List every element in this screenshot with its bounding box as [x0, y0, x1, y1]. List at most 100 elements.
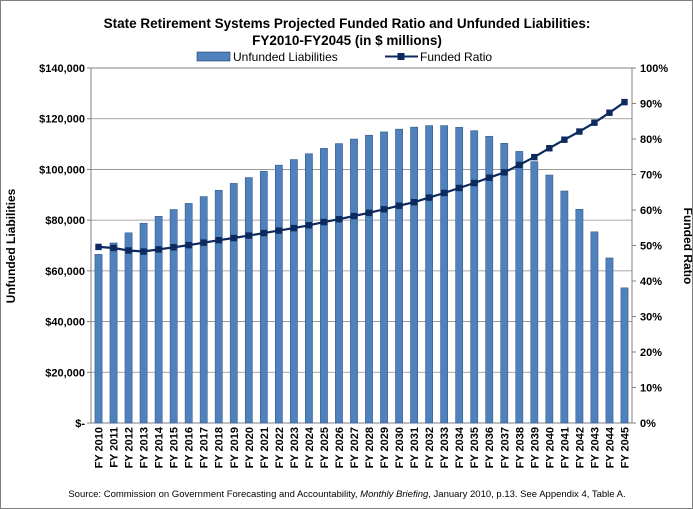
bar [485, 135, 494, 424]
x-tick-label: FY 2011 [109, 427, 121, 468]
x-tick-label: FY 2043 [589, 427, 601, 468]
right-axis-ticks: 0% 10% 20% 30% 40% 50% 60% 70% 80% 90% 100% [632, 63, 668, 430]
bar [395, 128, 403, 424]
right-tick-label: 20% [640, 347, 662, 359]
right-tick-label: 70% [640, 170, 662, 182]
line-point [546, 145, 553, 152]
line-point [410, 198, 418, 206]
source-note: Source: Commission on Government Forecas… [68, 489, 625, 500]
left-tick-label: $40,000 [45, 317, 85, 329]
x-tick-label: FY 2015 [169, 427, 181, 468]
x-tick-label: FY 2038 [514, 427, 526, 468]
bar [350, 138, 358, 424]
bar-series [94, 125, 629, 424]
left-axis-title: Unfunded Liabilities [4, 188, 18, 303]
x-tick-label: FY 2037 [499, 427, 511, 468]
bar [169, 209, 178, 424]
line-point [561, 136, 568, 143]
line-point [125, 247, 132, 254]
x-tick-label: FY 2013 [139, 427, 151, 468]
bar [380, 131, 388, 424]
right-axis-title: Funded Ratio [681, 208, 692, 285]
x-tick-label: FY 2027 [349, 427, 361, 468]
x-tick-label: FY 2016 [184, 427, 196, 468]
line-point [516, 161, 523, 169]
line-point [395, 202, 403, 209]
bar [560, 190, 569, 424]
left-tick-label: $20,000 [45, 367, 85, 379]
bar [290, 159, 298, 424]
bar [530, 161, 539, 424]
gridlines [91, 118, 632, 373]
x-tick-label: FY 2012 [124, 427, 136, 468]
left-tick-label: $60,000 [45, 266, 85, 278]
bar [214, 189, 223, 424]
bar [305, 153, 313, 424]
line-point [230, 234, 237, 242]
line-point [531, 153, 538, 161]
bar [184, 203, 193, 424]
chart-title-line2: FY2010-FY2045 (in $ millions) [252, 33, 442, 48]
legend-bar-swatch [196, 51, 231, 62]
bar [545, 174, 554, 424]
bar [605, 257, 614, 424]
line-point [335, 216, 343, 223]
line-point [440, 189, 448, 197]
x-tick-label: FY 2042 [574, 427, 586, 468]
x-tick-label: FY 2010 [94, 427, 106, 468]
line-point [365, 209, 373, 217]
left-tick-label: $120,000 [39, 114, 85, 126]
x-tick-label: FY 2028 [364, 427, 376, 468]
x-tick-label: FY 2025 [319, 427, 331, 468]
bar [139, 222, 148, 424]
source-publication: Monthly Briefing [360, 489, 429, 500]
x-tick-label: FY 2033 [439, 427, 451, 468]
x-tick-label: FY 2039 [529, 427, 541, 468]
right-tick-label: 30% [640, 312, 662, 324]
line-point [380, 206, 388, 213]
x-tick-label: FY 2040 [544, 427, 556, 468]
bar [515, 151, 524, 424]
bar [335, 143, 343, 424]
line-point [215, 236, 222, 244]
legend-bar-label: Unfunded Liabilities [233, 50, 338, 64]
bar [470, 130, 479, 424]
x-tick-label: FY 2036 [484, 427, 496, 468]
bar [410, 126, 418, 424]
bar [320, 148, 328, 424]
bar [199, 196, 208, 424]
x-tick-label: FY 2024 [304, 426, 316, 468]
source-suffix: , January 2010, p.13. See Appendix 4, Ta… [428, 489, 625, 500]
right-tick-label: 60% [640, 205, 662, 217]
bar [620, 287, 629, 424]
x-tick-label: FY 2022 [274, 427, 286, 468]
bar [365, 134, 373, 424]
right-tick-label: 40% [640, 276, 662, 288]
line-point [170, 244, 177, 251]
bar [274, 164, 283, 424]
x-tick-label: FY 2018 [214, 427, 226, 468]
line-point [576, 128, 583, 135]
line-point [606, 109, 613, 116]
right-tick-label: 50% [640, 241, 662, 253]
bar [575, 208, 584, 424]
x-tick-label: FY 2017 [199, 427, 211, 468]
line-point [320, 218, 328, 226]
left-axis-ticks: $- $20,000 $40,000 $60,000 $80,000 $100,000 $1… [39, 63, 91, 430]
x-tick-label: FY 2045 [619, 427, 631, 468]
bar [259, 170, 268, 424]
x-tick-label: FY 2032 [424, 427, 436, 468]
line-point [140, 248, 147, 255]
x-tick-label: FY 2034 [454, 426, 466, 468]
bar [94, 254, 103, 424]
x-tick-label: FY 2023 [289, 427, 301, 468]
line-point [486, 174, 493, 181]
line-point [350, 212, 358, 220]
right-tick-label: 10% [640, 383, 662, 395]
line-point [591, 119, 598, 126]
line-point [110, 244, 117, 252]
right-tick-label: 100% [640, 63, 668, 75]
line-point [95, 243, 102, 251]
bar [425, 125, 433, 424]
